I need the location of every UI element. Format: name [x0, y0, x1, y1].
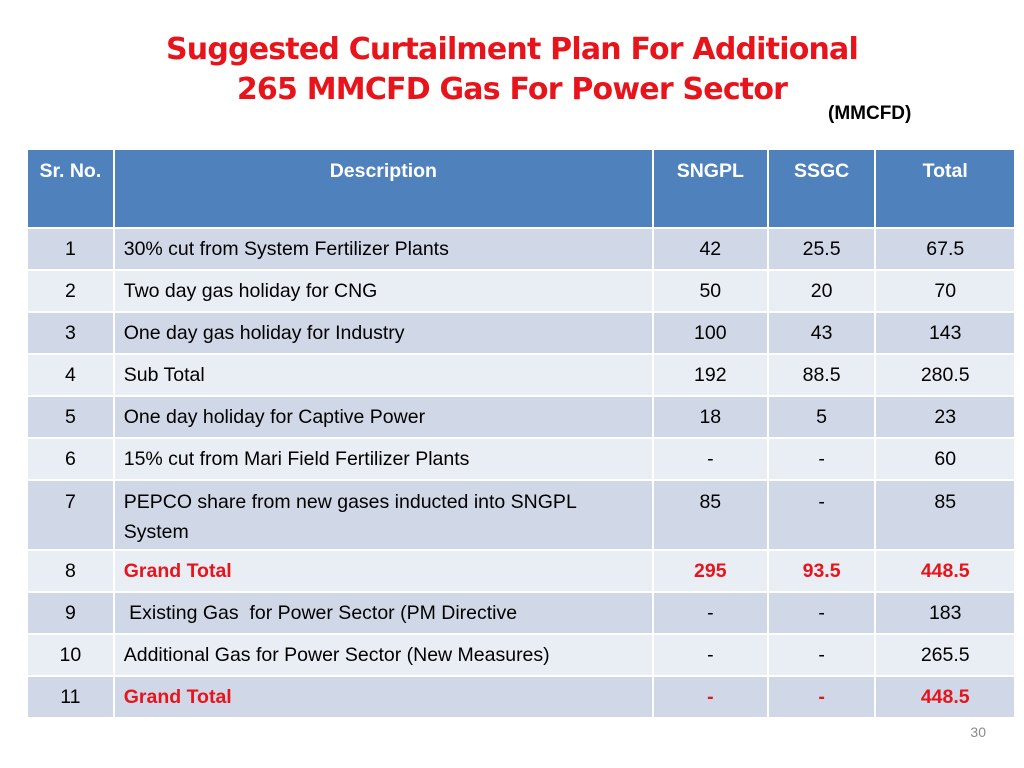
cell-sr: 9: [26, 591, 115, 635]
cell-sngpl: -: [651, 591, 769, 635]
header-sngpl: SNGPL: [651, 148, 769, 229]
header-ssgc: SSGC: [766, 148, 877, 229]
cell-total: 280.5: [874, 353, 1016, 397]
table-row: 2 Two day gas holiday for CNG 50 20 70: [26, 269, 1016, 313]
cell-sr: 2: [26, 269, 115, 313]
cell-total: 265.5: [874, 633, 1016, 677]
cell-sr: 5: [26, 395, 115, 439]
cell-sr: 8: [26, 549, 115, 593]
cell-description: Existing Gas for Power Sector (PM Direct…: [112, 591, 654, 635]
cell-sr: 4: [26, 353, 115, 397]
cell-sngpl: -: [651, 437, 769, 481]
cell-total: 143: [874, 311, 1016, 355]
cell-ssgc: 43: [766, 311, 877, 355]
cell-ssgc: -: [766, 479, 877, 551]
cell-sngpl: 85: [651, 479, 769, 551]
cell-ssgc: 93.5: [766, 549, 877, 593]
table-row-grand-total: 11 Grand Total - - 448.5: [26, 675, 1016, 719]
cell-total: 85: [874, 479, 1016, 551]
cell-ssgc: 88.5: [766, 353, 877, 397]
table-row-grand-total: 8 Grand Total 295 93.5 448.5: [26, 549, 1016, 593]
cell-ssgc: -: [766, 437, 877, 481]
cell-total: 448.5: [874, 675, 1016, 719]
cell-sr: 1: [26, 227, 115, 271]
table-row: 9 Existing Gas for Power Sector (PM Dire…: [26, 591, 1016, 635]
cell-sngpl: 50: [651, 269, 769, 313]
cell-total: 70: [874, 269, 1016, 313]
cell-ssgc: 5: [766, 395, 877, 439]
cell-sngpl: 295: [651, 549, 769, 593]
table-row: 10 Additional Gas for Power Sector (New …: [26, 633, 1016, 677]
cell-total: 60: [874, 437, 1016, 481]
cell-sngpl: 42: [651, 227, 769, 271]
cell-description: PEPCO share from new gases inducted into…: [112, 479, 654, 551]
cell-sr: 11: [26, 675, 115, 719]
slide-number: 30: [970, 724, 986, 740]
curtailment-plan-table: Sr. No. Description SNGPL SSGC Total 1 3…: [26, 148, 1016, 719]
cell-ssgc: -: [766, 591, 877, 635]
cell-ssgc: 20: [766, 269, 877, 313]
table-header-row: Sr. No. Description SNGPL SSGC Total: [26, 148, 1016, 229]
slide-title: Suggested Curtailment Plan For Additiona…: [0, 30, 1024, 110]
table-row: 7 PEPCO share from new gases inducted in…: [26, 479, 1016, 551]
cell-total: 23: [874, 395, 1016, 439]
cell-sr: 7: [26, 479, 115, 551]
cell-ssgc: -: [766, 675, 877, 719]
header-sr-no: Sr. No.: [26, 148, 115, 229]
header-description: Description: [112, 148, 654, 229]
cell-sngpl: 192: [651, 353, 769, 397]
cell-description: One day gas holiday for Industry: [112, 311, 654, 355]
slide-title-line-2: 265 MMCFD Gas For Power Sector: [236, 72, 788, 107]
cell-description: 15% cut from Mari Field Fertilizer Plant…: [112, 437, 654, 481]
cell-description: Grand Total: [112, 675, 654, 719]
cell-ssgc: -: [766, 633, 877, 677]
cell-total: 183: [874, 591, 1016, 635]
cell-total: 67.5: [874, 227, 1016, 271]
cell-sngpl: -: [651, 633, 769, 677]
cell-sngpl: -: [651, 675, 769, 719]
slide-title-line-1: Suggested Curtailment Plan For Additiona…: [165, 32, 859, 67]
cell-sngpl: 100: [651, 311, 769, 355]
cell-sr: 6: [26, 437, 115, 481]
table-row: 5 One day holiday for Captive Power 18 5…: [26, 395, 1016, 439]
cell-description: One day holiday for Captive Power: [112, 395, 654, 439]
cell-description: Grand Total: [112, 549, 654, 593]
table-row: 1 30% cut from System Fertilizer Plants …: [26, 227, 1016, 271]
cell-sr: 3: [26, 311, 115, 355]
cell-sr: 10: [26, 633, 115, 677]
cell-description: 30% cut from System Fertilizer Plants: [112, 227, 654, 271]
table-row: 6 15% cut from Mari Field Fertilizer Pla…: [26, 437, 1016, 481]
header-total: Total: [874, 148, 1016, 229]
cell-ssgc: 25.5: [766, 227, 877, 271]
unit-label: (MMCFD): [828, 103, 912, 124]
cell-sngpl: 18: [651, 395, 769, 439]
cell-description: Sub Total: [112, 353, 654, 397]
table-row: 3 One day gas holiday for Industry 100 4…: [26, 311, 1016, 355]
table-row: 4 Sub Total 192 88.5 280.5: [26, 353, 1016, 397]
cell-total: 448.5: [874, 549, 1016, 593]
cell-description: Additional Gas for Power Sector (New Mea…: [112, 633, 654, 677]
cell-description: Two day gas holiday for CNG: [112, 269, 654, 313]
